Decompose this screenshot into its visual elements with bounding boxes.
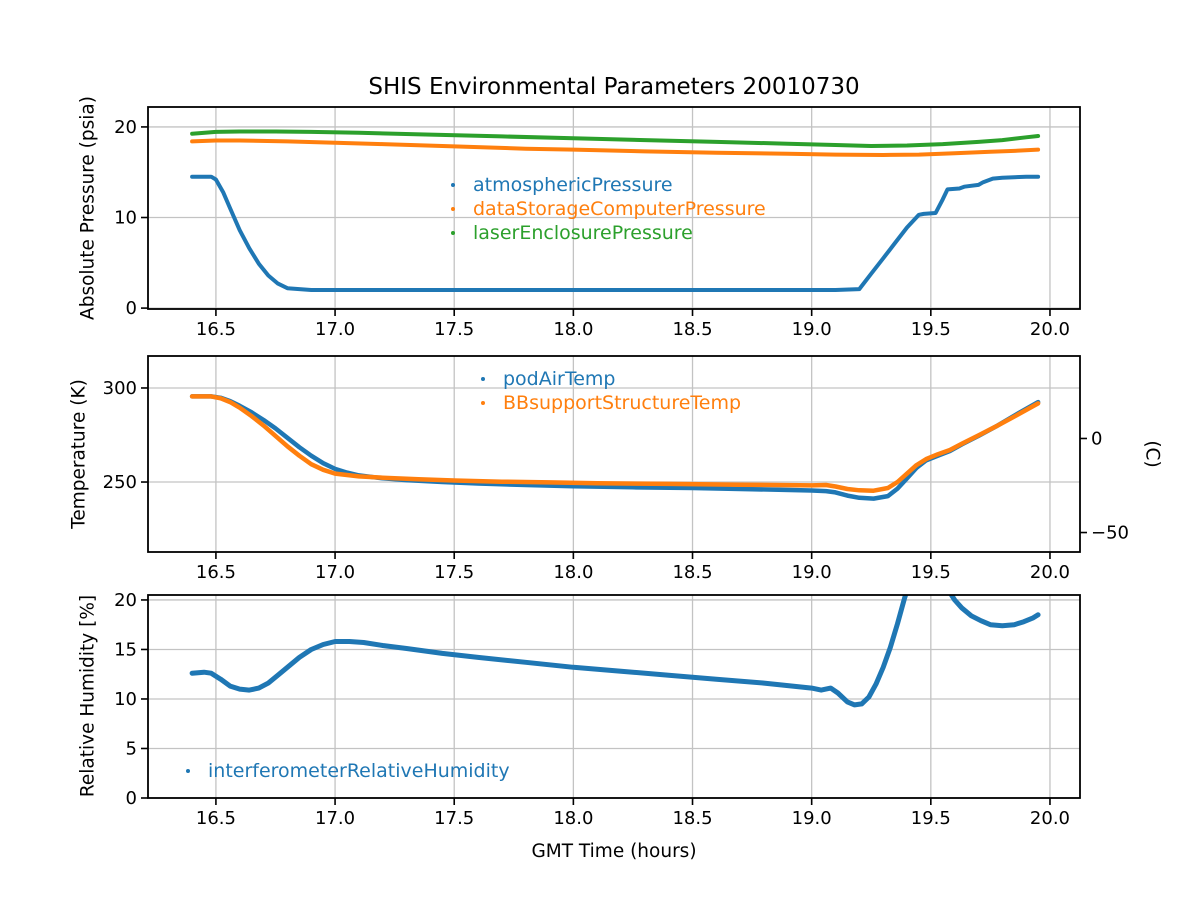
axes-1: 16.5 17.0 17.5 18.0 18.5 19.0 19.5 20.0 250 300 0 −…	[103, 355, 1129, 583]
series-dataStorageComputerPressure	[190, 138, 1041, 157]
x-tick-label: 18.5	[672, 562, 712, 583]
right-tick-label: 0	[1091, 428, 1102, 449]
right-tick-label: −50	[1091, 523, 1129, 544]
y-tick-label: 20	[114, 117, 137, 138]
x-tick-label: 19.0	[792, 562, 832, 583]
x-tick-label: 20.0	[1030, 808, 1070, 829]
y-tick-label: 15	[114, 639, 137, 660]
x-tick-label: 18.5	[672, 319, 712, 340]
y-tick-label: 0	[126, 788, 137, 809]
x-tick-label: 17.5	[434, 808, 474, 829]
legend-entry-atmosphericPressure: atmosphericPressure	[451, 173, 766, 197]
x-tick-label: 17.5	[434, 319, 474, 340]
legend-marker-podAirTemp-icon	[481, 377, 485, 381]
x-tick-label: 18.0	[553, 319, 593, 340]
x-tick-label: 17.0	[315, 562, 355, 583]
series-interferometerRelativeHumidity	[189, 595, 1041, 708]
y-tick-label: 20	[114, 590, 137, 611]
x-tick-label: 16.5	[196, 319, 236, 340]
legend-marker-interferometerRelativeHumidity-icon	[186, 769, 190, 773]
x-tick-label: 18.0	[553, 562, 593, 583]
legend-label-atmosphericPressure: atmosphericPressure	[473, 174, 673, 196]
y-axis-label-humidity: Relative Humidity [%]	[77, 594, 99, 798]
series-BBsupportStructureTemp	[189, 394, 1041, 493]
x-tick-label: 18.0	[553, 808, 593, 829]
series-atmosphericPressure	[190, 174, 1041, 292]
y-axis-label-pressure: Absolute Pressure (psia)	[77, 96, 99, 320]
x-tick-label: 18.5	[672, 808, 712, 829]
y-axis-label-temperature: Temperature (K)	[68, 379, 90, 529]
x-axis-label: GMT Time (hours)	[531, 841, 697, 862]
x-tick-label: 19.5	[911, 808, 951, 829]
chart-title: SHIS Environmental Parameters 20010730	[368, 74, 860, 100]
legend-entry-dataStorageComputerPressure: dataStorageComputerPressure	[451, 197, 766, 221]
x-tick-label: 20.0	[1030, 562, 1070, 583]
legend-humidity: interferometerRelativeHumidity	[186, 759, 510, 783]
x-tick-label: 17.0	[315, 808, 355, 829]
legend-label-laserEnclosurePressure: laserEnclosurePressure	[473, 222, 693, 244]
y-tick-label: 10	[114, 208, 137, 229]
legend-label-dataStorageComputerPressure: dataStorageComputerPressure	[473, 198, 766, 220]
x-tick-label: 16.5	[196, 562, 236, 583]
legend-marker-laserEnclosurePressure-icon	[451, 231, 455, 235]
x-tick-label: 16.5	[196, 808, 236, 829]
y-tick-label: 250	[103, 472, 137, 493]
x-tick-label: 19.0	[792, 319, 832, 340]
legend-entry-podAirTemp: podAirTemp	[481, 367, 741, 391]
x-tick-label: 19.5	[911, 319, 951, 340]
x-tick-label: 19.0	[792, 808, 832, 829]
axes-0: 16.5 17.0 17.5 18.0 18.5 19.0 19.5 20.0 0 10 20	[114, 106, 1081, 340]
legend-label-BBsupportStructureTemp: BBsupportStructureTemp	[503, 392, 742, 414]
series-laserEnclosurePressure	[190, 129, 1041, 148]
legend-label-podAirTemp: podAirTemp	[503, 368, 616, 390]
legend-marker-dataStorageComputerPressure-icon	[451, 207, 455, 211]
x-tick-label: 19.5	[911, 562, 951, 583]
legend-pressure: atmosphericPressure dataStorageComputerP…	[451, 173, 766, 245]
x-tick-label: 17.5	[434, 562, 474, 583]
legend-entry-interferometerRelativeHumidity: interferometerRelativeHumidity	[186, 759, 510, 783]
axes-2: 16.5 17.0 17.5 18.0 18.5 19.0 19.5 20.0 0 5 10 15 20	[114, 590, 1081, 829]
x-tick-label: 17.0	[315, 319, 355, 340]
y-tick-label: 5	[126, 738, 137, 759]
legend-entry-BBsupportStructureTemp: BBsupportStructureTemp	[481, 391, 741, 415]
legend-marker-BBsupportStructureTemp-icon	[481, 401, 485, 405]
right-axis-label-celsius: (C)	[1141, 440, 1163, 468]
legend-label-interferometerRelativeHumidity: interferometerRelativeHumidity	[208, 760, 510, 782]
legend-entry-laserEnclosurePressure: laserEnclosurePressure	[451, 221, 766, 245]
legend-temperature: podAirTemp BBsupportStructureTemp	[481, 367, 741, 415]
legend-marker-atmosphericPressure-icon	[451, 183, 455, 187]
y-tick-label: 10	[114, 689, 137, 710]
y-tick-label: 300	[103, 378, 137, 399]
y-tick-label: 0	[126, 298, 137, 319]
x-tick-label: 20.0	[1030, 319, 1070, 340]
